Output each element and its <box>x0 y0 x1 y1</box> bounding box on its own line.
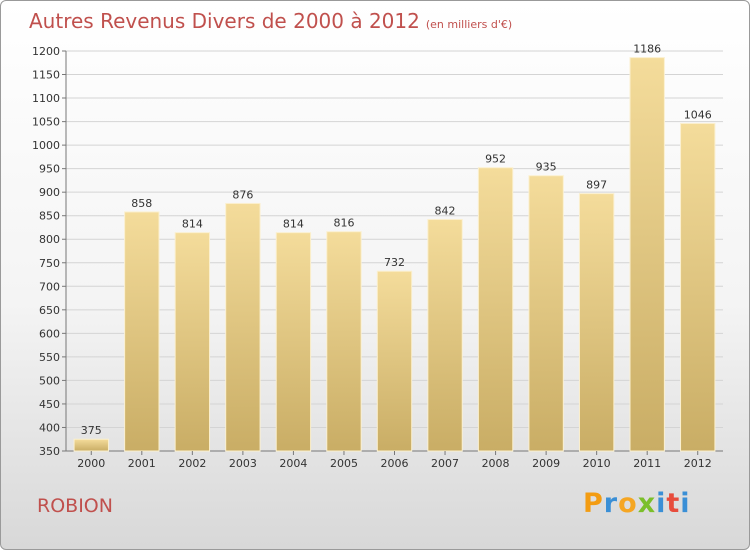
x-tick-label: 2001 <box>128 457 156 470</box>
bar <box>629 57 665 452</box>
x-tick-label: 2000 <box>77 457 105 470</box>
x-tick-label: 2004 <box>279 457 307 470</box>
bar-value-label: 814 <box>182 218 203 231</box>
x-tick-label: 2010 <box>583 457 611 470</box>
y-tick-label: 550 <box>39 351 60 364</box>
y-tick-label: 900 <box>39 186 60 199</box>
bar-value-label: 732 <box>384 256 405 269</box>
y-tick-label: 700 <box>39 280 60 293</box>
bars: 375 858 814 876 814 816 732 842 952 935 897 1186 104… <box>73 43 716 452</box>
chart-title-main: Autres Revenus Divers de 2000 à 2012 <box>29 9 420 33</box>
bar-value-label: 952 <box>485 153 506 166</box>
bar <box>528 175 564 452</box>
y-tick-label: 800 <box>39 233 60 246</box>
x-tick-label: 2005 <box>330 457 358 470</box>
y-tick-label: 1000 <box>32 139 60 152</box>
bar <box>275 232 312 452</box>
y-tick-label: 1200 <box>32 45 60 58</box>
y-tick-label: 350 <box>39 445 60 458</box>
x-tick-label: 2003 <box>229 457 257 470</box>
y-tick-label: 400 <box>39 421 60 434</box>
y-tick-label: 650 <box>39 304 60 317</box>
bar-value-label: 935 <box>536 161 557 174</box>
bar <box>225 202 261 452</box>
x-tick-label: 2002 <box>178 457 206 470</box>
bar-value-label: 897 <box>586 179 607 192</box>
chart-title: Autres Revenus Divers de 2000 à 2012 (en … <box>29 9 512 33</box>
logo-letter: r <box>603 488 619 519</box>
y-tick-label: 600 <box>39 327 60 340</box>
bar <box>124 211 160 452</box>
bar <box>326 231 362 452</box>
y-tick-label: 750 <box>39 257 60 270</box>
y-tick-label: 950 <box>39 163 60 176</box>
bar <box>680 122 716 452</box>
logo-letter: o <box>618 488 638 519</box>
chart-title-unit: (en milliers d'€) <box>425 18 513 31</box>
logo-letter: x <box>637 488 657 519</box>
place-name: ROBION <box>37 495 113 517</box>
logo-letter: t <box>666 488 681 519</box>
logo-letter: P <box>583 488 604 519</box>
y-tick-label: 450 <box>39 398 60 411</box>
bar <box>376 270 413 452</box>
bar <box>477 167 514 452</box>
x-tick-label: 2008 <box>482 457 510 470</box>
x-tick-label: 2012 <box>684 457 712 470</box>
x-tick-label: 2009 <box>532 457 560 470</box>
bar-value-label: 858 <box>131 197 152 210</box>
bar <box>73 438 109 452</box>
logo-letter: i <box>656 488 667 519</box>
bar-value-label: 1186 <box>633 43 661 56</box>
bar-value-label: 876 <box>232 188 253 201</box>
x-tick-label: 2007 <box>431 457 459 470</box>
bar <box>427 218 463 452</box>
y-tick-label: 1100 <box>32 92 60 105</box>
bar-value-label: 816 <box>333 217 354 230</box>
y-tick-label: 1050 <box>32 116 60 129</box>
x-tick-label: 2011 <box>633 457 661 470</box>
y-tick-label: 500 <box>39 374 60 387</box>
bar <box>578 193 615 452</box>
y-tick-label: 1150 <box>32 69 60 82</box>
x-axis-labels: 2000 2001 2002 2003 2004 2005 2006 2007 2008 2009… <box>77 451 712 470</box>
bar <box>174 232 211 452</box>
logo-letter: i <box>680 488 691 519</box>
bar-value-label: 814 <box>283 218 304 231</box>
x-tick-label: 2006 <box>381 457 409 470</box>
y-tick-label: 850 <box>39 210 60 223</box>
bar-value-label: 842 <box>435 204 456 217</box>
bar-value-label: 375 <box>81 424 102 437</box>
proxiti-logo: Proxiti <box>583 488 691 519</box>
bar-value-label: 1046 <box>684 108 712 121</box>
